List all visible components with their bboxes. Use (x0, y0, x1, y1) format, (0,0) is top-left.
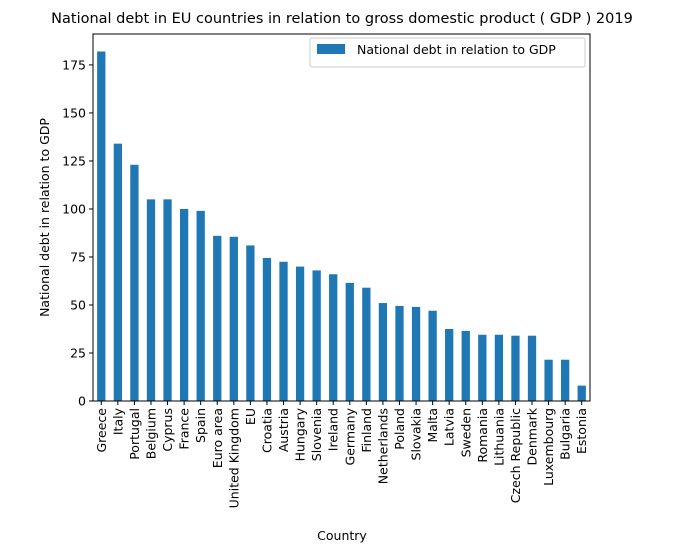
bar (163, 199, 172, 401)
x-tick-label: Croatia (259, 408, 274, 453)
legend: National debt in relation to GDP (309, 37, 586, 68)
x-tick-label: Slovenia (309, 408, 324, 461)
x-tick-label: Lithuania (491, 408, 506, 466)
bar (395, 305, 404, 401)
x-tick-label: Romania (475, 408, 490, 463)
bar (262, 257, 272, 401)
x-tick-label: EU (243, 408, 258, 425)
legend-box (309, 37, 586, 68)
x-tick-label: Greece (94, 408, 109, 453)
x-tick-label: Austria (276, 408, 291, 452)
bar (527, 335, 537, 401)
bar (246, 245, 255, 401)
x-tick-label: Cyprus (160, 408, 175, 452)
x-tick-label: Czech Republic (508, 408, 523, 503)
x-tick-label: Portugal (127, 408, 142, 460)
y-tick-label: 100 (62, 201, 86, 216)
x-tick-label: Ireland (326, 408, 341, 451)
y-tick-label: 75 (70, 249, 86, 264)
legend-label: National debt in relation to GDP (357, 42, 556, 57)
bar (577, 385, 586, 401)
x-tick-label: France (177, 408, 192, 450)
bar (213, 235, 222, 401)
bar (511, 335, 520, 401)
bar (345, 282, 354, 401)
bar (478, 334, 487, 401)
y-axis-label: National debt in relation to GDP (37, 118, 52, 317)
bar (113, 143, 122, 401)
x-tick-label: Netherlands (375, 408, 390, 484)
x-tick-label: Finland (359, 408, 374, 453)
bar (428, 310, 437, 401)
bar (312, 270, 321, 401)
x-tick-label: Belgium (143, 408, 158, 459)
x-tick-label: Denmark (525, 407, 540, 465)
bar (494, 334, 504, 401)
y-tick-label: 175 (62, 57, 86, 72)
x-tick-label: Euro area (210, 408, 225, 468)
bars-group (97, 51, 586, 401)
x-tick-label: Sweden (458, 408, 473, 457)
bar (329, 274, 338, 401)
bar (295, 266, 305, 401)
x-tick-label: Bulgaria (558, 408, 573, 460)
bar (445, 328, 454, 401)
x-tick-label: Slovakia (409, 408, 424, 460)
y-tick-label: 50 (70, 297, 86, 312)
bar (179, 208, 189, 401)
legend-swatch (317, 44, 345, 54)
x-tick-label: United Kingdom (226, 408, 241, 508)
bar (378, 303, 388, 401)
bar (561, 359, 570, 401)
bar (146, 199, 156, 401)
bar (229, 236, 238, 401)
y-tick-label: 25 (70, 345, 86, 360)
x-tick-label: Germany (342, 407, 357, 465)
chart-title: National debt in EU countries in relatio… (51, 11, 633, 27)
bar (279, 261, 288, 401)
bar (411, 306, 421, 401)
x-tick-label: Hungary (293, 407, 308, 461)
x-tick-label: Luxembourg (541, 408, 556, 486)
bar (362, 287, 371, 401)
x-tick-label: Poland (392, 408, 407, 450)
plot-frame (92, 33, 591, 402)
bar (461, 330, 470, 401)
y-axis: 0 25 50 75 100 125 150 175 (62, 57, 93, 409)
bar (97, 51, 106, 401)
x-tick-label: Italy (110, 407, 125, 435)
x-tick-label: Malta (425, 408, 440, 442)
x-tick-label: Estonia (574, 408, 589, 454)
bar (544, 359, 553, 401)
y-tick-label: 150 (62, 105, 86, 120)
x-tick-label: Latvia (442, 408, 457, 446)
x-axis: Greece Italy Portugal Belgium Cyprus France Sp… (94, 401, 589, 508)
bar (196, 210, 205, 401)
y-tick-label: 125 (62, 153, 86, 168)
x-tick-label: Spain (193, 408, 208, 443)
bar (130, 164, 139, 401)
x-axis-label: Country (317, 528, 367, 543)
y-tick-label: 0 (78, 394, 86, 409)
